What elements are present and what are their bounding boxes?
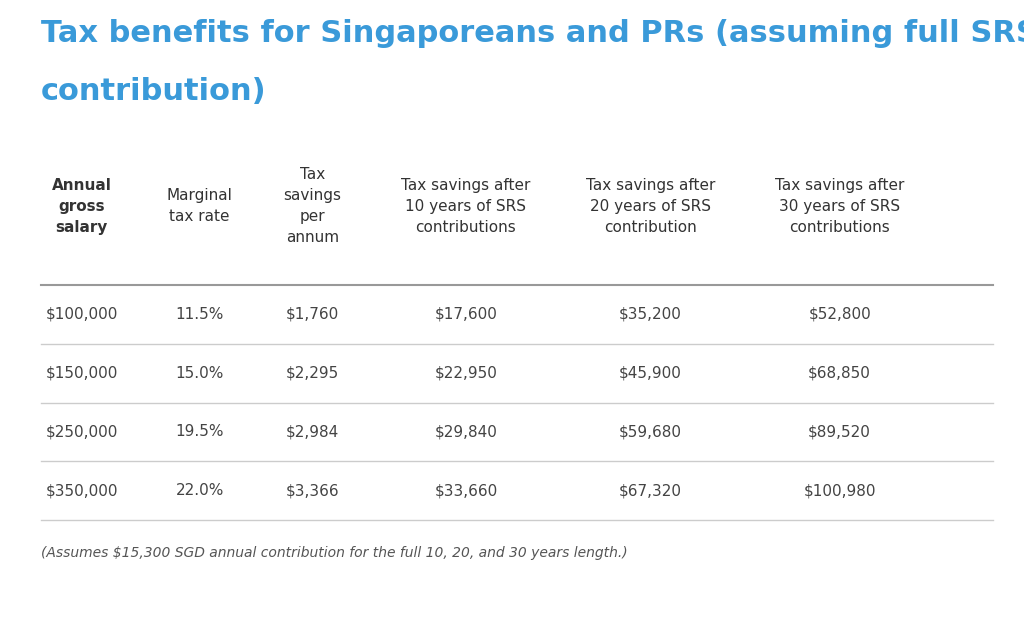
Text: Tax benefits for Singaporeans and PRs (assuming full SRS: Tax benefits for Singaporeans and PRs (a… [41, 19, 1024, 48]
Text: 19.5%: 19.5% [175, 424, 224, 440]
Text: $100,980: $100,980 [804, 483, 876, 499]
Text: $29,840: $29,840 [434, 424, 498, 440]
Text: $17,600: $17,600 [434, 307, 498, 322]
Text: Annual
gross
salary: Annual gross salary [52, 178, 112, 235]
Text: Marginal
tax rate: Marginal tax rate [167, 188, 232, 225]
Text: 15.0%: 15.0% [175, 365, 224, 381]
Text: $2,984: $2,984 [286, 424, 339, 440]
Text: $22,950: $22,950 [434, 365, 498, 381]
Text: $67,320: $67,320 [618, 483, 682, 499]
Text: $45,900: $45,900 [618, 365, 682, 381]
Text: $100,000: $100,000 [46, 307, 118, 322]
Text: (Assumes $15,300 SGD annual contribution for the full 10, 20, and 30 years lengt: (Assumes $15,300 SGD annual contribution… [41, 546, 628, 560]
Text: contribution): contribution) [41, 77, 266, 106]
Text: 22.0%: 22.0% [175, 483, 224, 499]
Text: Tax savings after
30 years of SRS
contributions: Tax savings after 30 years of SRS contri… [775, 178, 904, 235]
Text: $350,000: $350,000 [46, 483, 118, 499]
Text: $1,760: $1,760 [286, 307, 339, 322]
Text: $59,680: $59,680 [618, 424, 682, 440]
Text: Tax savings after
10 years of SRS
contributions: Tax savings after 10 years of SRS contri… [401, 178, 530, 235]
Text: $250,000: $250,000 [46, 424, 118, 440]
Text: $3,366: $3,366 [286, 483, 339, 499]
Text: $35,200: $35,200 [618, 307, 682, 322]
Text: Tax savings after
20 years of SRS
contribution: Tax savings after 20 years of SRS contri… [586, 178, 715, 235]
Text: $33,660: $33,660 [434, 483, 498, 499]
Text: $89,520: $89,520 [808, 424, 871, 440]
Text: Tax
savings
per
annum: Tax savings per annum [284, 168, 341, 245]
Text: $2,295: $2,295 [286, 365, 339, 381]
Text: 11.5%: 11.5% [175, 307, 224, 322]
Text: $68,850: $68,850 [808, 365, 871, 381]
Text: $150,000: $150,000 [46, 365, 118, 381]
Text: $52,800: $52,800 [808, 307, 871, 322]
